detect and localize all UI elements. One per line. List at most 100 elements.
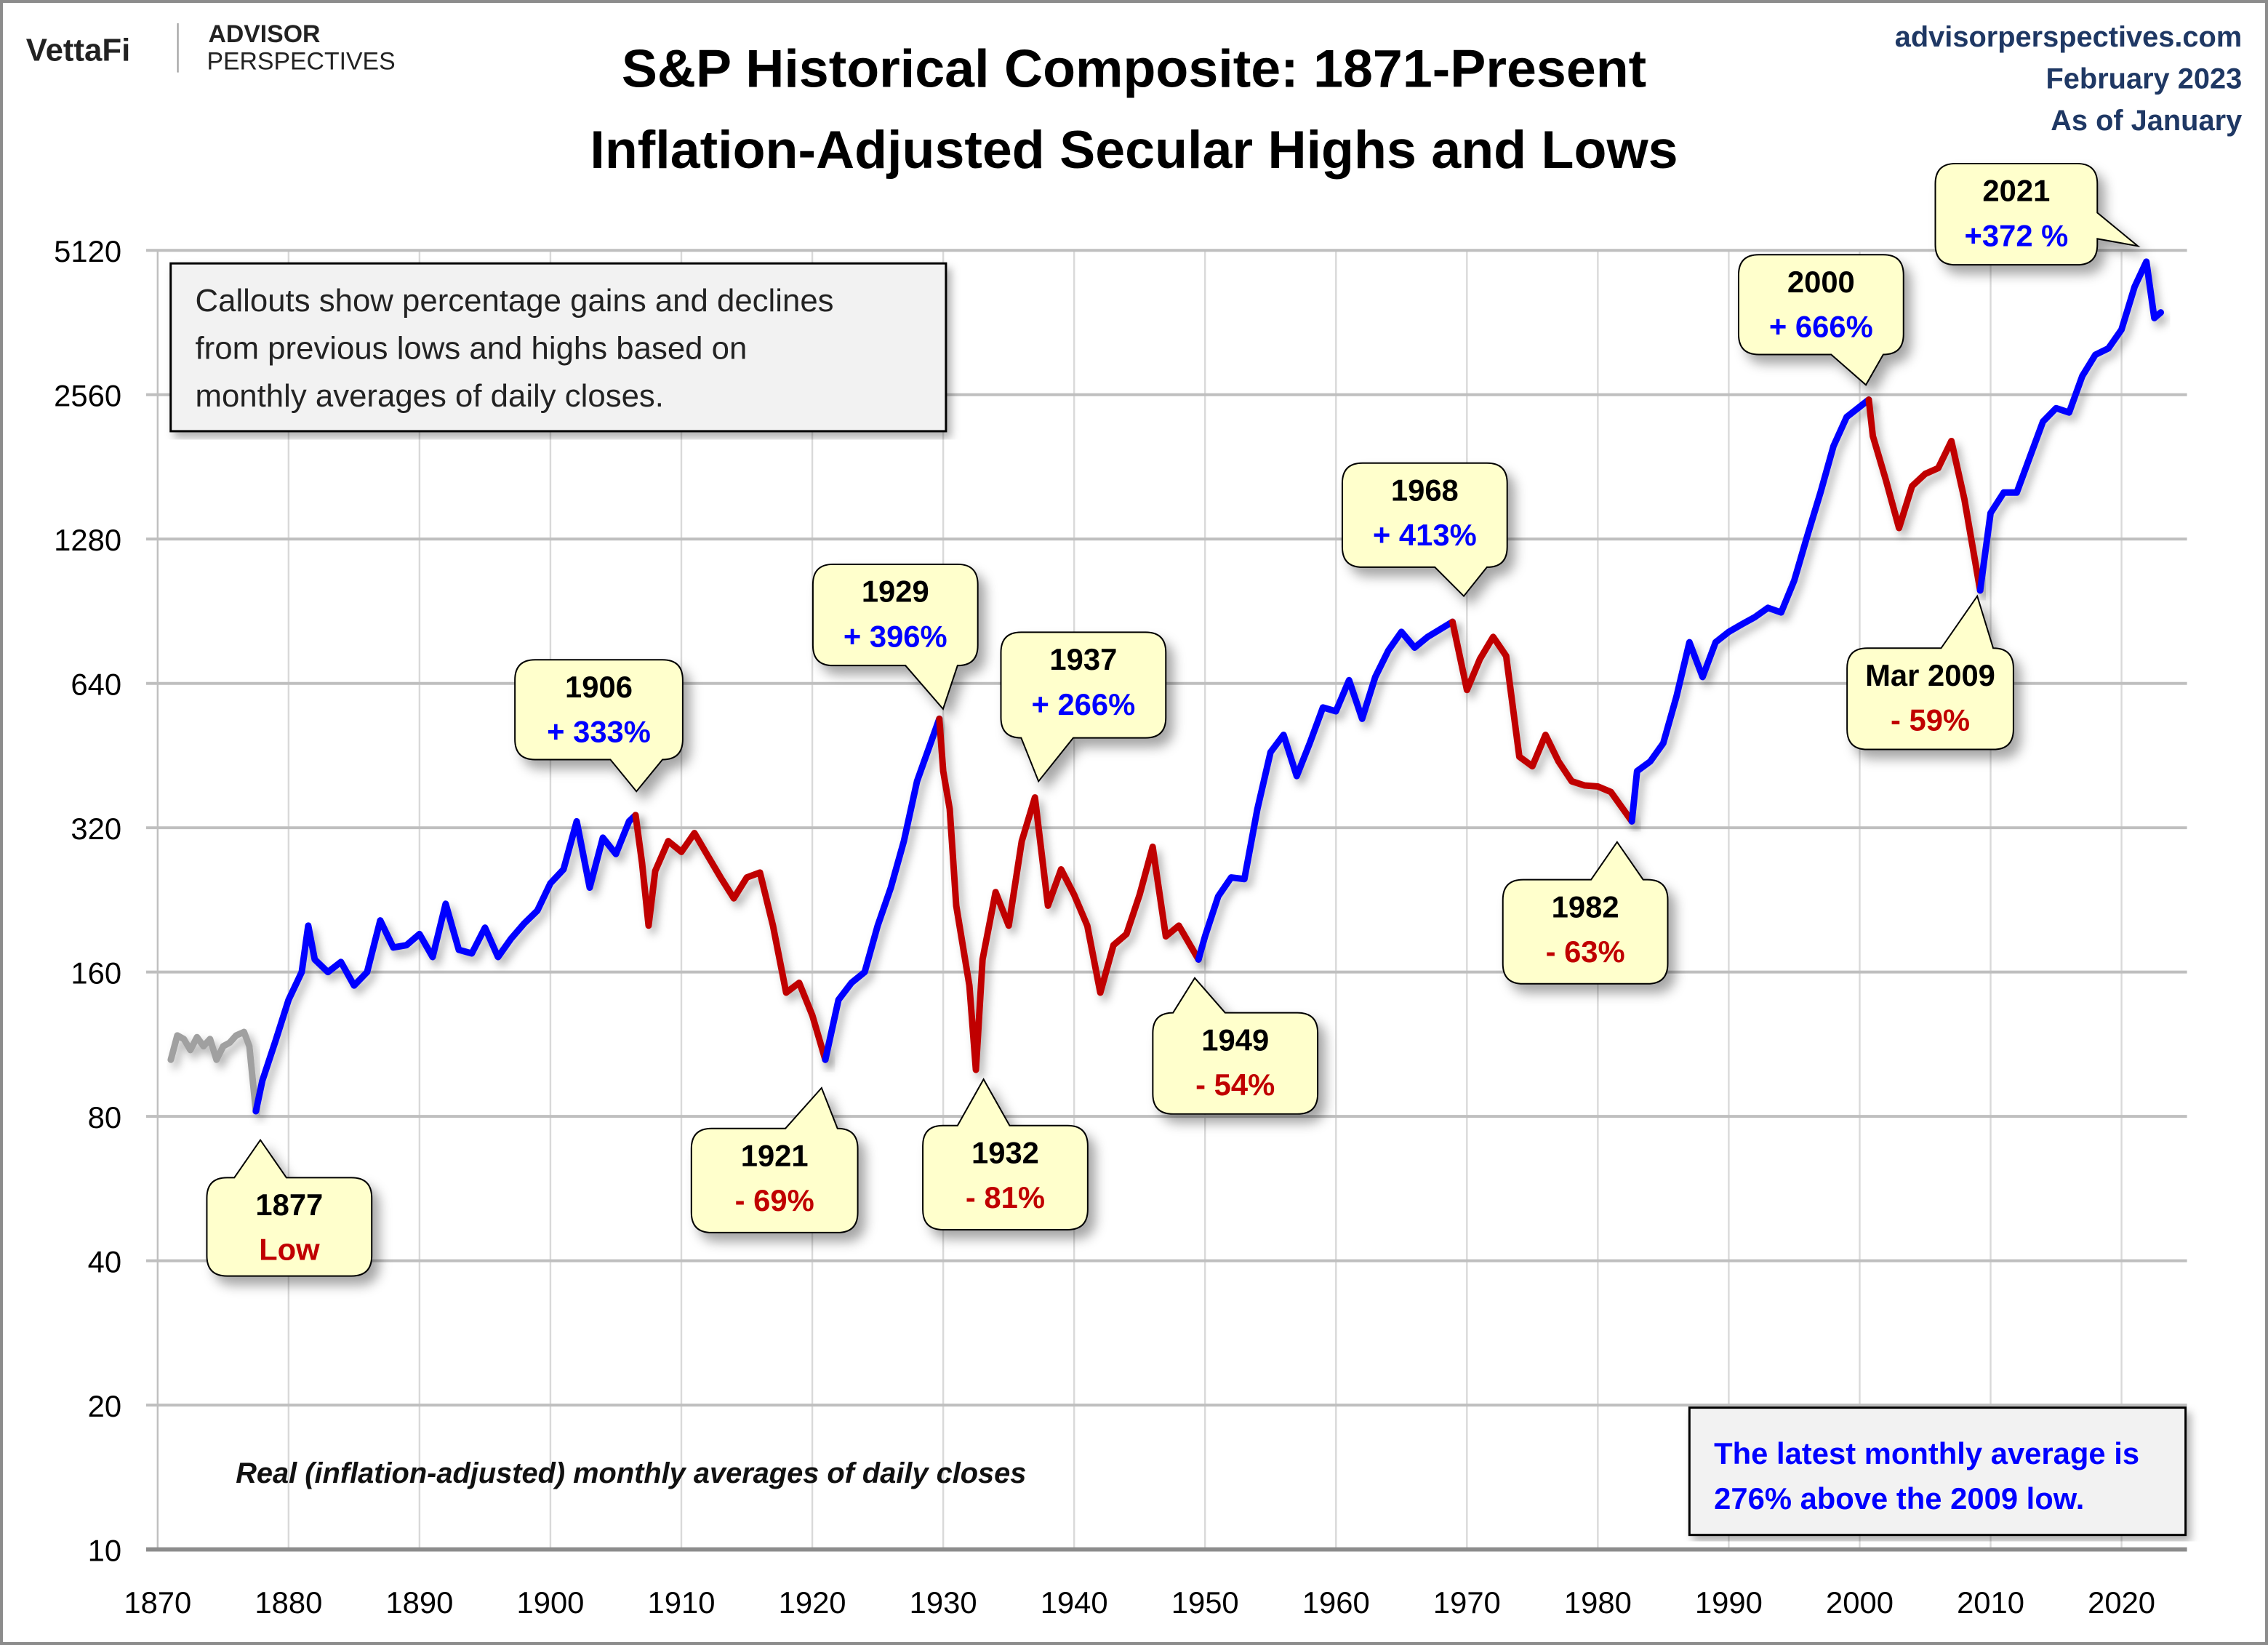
x-tick-label: 1980	[1564, 1585, 1632, 1620]
callout-value: + 266%	[1031, 687, 1135, 721]
y-tick-label: 20	[88, 1389, 121, 1423]
callout-bubble	[1000, 631, 1167, 783]
callout-bubble	[922, 1078, 1089, 1230]
y-tick-label: 10	[88, 1533, 121, 1567]
callout-bubble	[690, 1086, 859, 1233]
latest-line: The latest monthly average is	[1714, 1436, 2139, 1470]
series-segment-down	[632, 812, 829, 1063]
note-line: Callouts show percentage gains and decli…	[196, 283, 834, 319]
series-segment-up	[1628, 396, 1872, 825]
y-tick-label: 640	[71, 668, 121, 702]
callout-1921: 1921 - 69%	[690, 1086, 859, 1233]
callout-value: - 81%	[966, 1180, 1045, 1214]
callout-label: 2021	[1982, 174, 2050, 208]
y-tick-label: 1280	[54, 523, 121, 557]
latest-box: The latest monthly average is 276% above…	[1688, 1406, 2187, 1537]
callout-label: 1982	[1552, 889, 1619, 924]
callout-bubble	[1846, 594, 2014, 751]
x-tick-label: 1900	[517, 1585, 585, 1620]
x-tick-label: 1970	[1433, 1585, 1501, 1620]
x-tick-label: 1870	[124, 1585, 191, 1620]
latest-line: 276% above the 2009 low.	[1714, 1481, 2084, 1516]
logo: VettaFi ADVISOR PERSPECTIVES	[26, 20, 396, 76]
callout-label: 1929	[862, 575, 929, 609]
callout-value: +372 %	[1964, 218, 2068, 252]
x-tick-label: 1920	[779, 1585, 846, 1620]
x-tick-label: 1930	[910, 1585, 977, 1620]
note-line: from previous lows and highs based on	[196, 330, 748, 366]
callout-bubble	[1152, 977, 1319, 1115]
callout-value: + 333%	[547, 715, 651, 749]
series-segment-up	[252, 812, 639, 1115]
callout-1949: 1949 - 54%	[1152, 977, 1319, 1115]
callout-bubble	[1341, 462, 1508, 598]
callout-bubble	[1737, 254, 1904, 386]
tick-labels: 10 20 40 80 160 320 640 1280 2560 5120 1870 1880 189…	[54, 234, 2155, 1620]
callout-label: 1968	[1391, 473, 1459, 507]
callout-1929: 1929 + 396%	[812, 563, 979, 711]
callout-bubble	[812, 563, 979, 711]
x-tick-label: 1890	[385, 1585, 453, 1620]
note-line: monthly averages of daily closes.	[196, 378, 664, 414]
callout-mar-2009: Mar 2009 - 59%	[1846, 594, 2014, 751]
x-tick-label: 2010	[1957, 1585, 2024, 1620]
callout-value: + 413%	[1373, 518, 1477, 552]
callout-value: - 63%	[1546, 934, 1625, 969]
y-tick-label: 80	[88, 1100, 121, 1134]
series-segment-up	[1195, 618, 1456, 963]
callout-value: + 666%	[1769, 310, 1873, 344]
callout-bubble	[206, 1138, 373, 1277]
x-tick-label: 1940	[1041, 1585, 1108, 1620]
callout-bubble	[1502, 841, 1669, 985]
x-tick-label: 1880	[255, 1585, 322, 1620]
series-segment-pre	[167, 1028, 260, 1115]
series-segment-down	[1865, 396, 1984, 594]
callout-1982: 1982 - 63%	[1502, 841, 1669, 985]
footnote: Real (inflation-adjusted) monthly averag…	[236, 1457, 1026, 1489]
x-tick-label: 1950	[1171, 1585, 1239, 1620]
callout-label: 2000	[1787, 265, 1855, 299]
callout-label: Mar 2009	[1865, 658, 1995, 692]
series-segment-up	[1976, 258, 2165, 594]
callout-1906: 1906 + 333%	[514, 659, 684, 793]
x-tick-label: 1960	[1302, 1585, 1370, 1620]
callout-label: 1932	[971, 1135, 1039, 1169]
gridlines	[145, 249, 2187, 1552]
y-tick-label: 160	[71, 956, 121, 990]
callout-value: Low	[259, 1233, 320, 1267]
callout-1968: 1968 + 413%	[1341, 462, 1508, 598]
series-segment-up	[822, 715, 943, 1063]
y-tick-label: 5120	[54, 234, 121, 268]
source-date: February 2023	[2046, 63, 2243, 95]
callout-label: 1906	[565, 670, 633, 704]
callout-2021: 2021 +372 %	[1934, 162, 2141, 266]
series-segment-down	[1449, 618, 1635, 825]
callout-value: - 54%	[1195, 1068, 1275, 1102]
callout-1877: 1877 Low	[206, 1138, 373, 1277]
x-tick-label: 1990	[1695, 1585, 1763, 1620]
callout-1932: 1932 - 81%	[922, 1078, 1089, 1230]
x-tick-label: 2020	[2088, 1585, 2155, 1620]
chart-title: S&P Historical Composite: 1871-Present	[622, 39, 1646, 99]
y-tick-label: 320	[71, 812, 121, 846]
callout-1937: 1937 + 266%	[1000, 631, 1167, 783]
callout-bubble	[514, 659, 684, 793]
callout-bubble	[1934, 162, 2141, 266]
series-segment-down	[936, 715, 1202, 1073]
logo-advisor: ADVISOR	[208, 20, 320, 48]
callout-value: - 69%	[735, 1183, 814, 1217]
callout-label: 1921	[741, 1138, 809, 1172]
callout-label: 1937	[1049, 642, 1117, 676]
source-asof: As of January	[2051, 105, 2242, 137]
chart-subtitle: Inflation-Adjusted Secular Highs and Low…	[590, 119, 1678, 180]
logo-perspectives: PERSPECTIVES	[207, 48, 395, 76]
callout-value: + 396%	[844, 619, 947, 653]
callout-note-box: Callouts show percentage gains and decli…	[169, 262, 947, 433]
x-tick-label: 2000	[1826, 1585, 1894, 1620]
price-series	[167, 258, 2165, 1115]
callout-label: 1949	[1201, 1022, 1269, 1057]
callout-2000: 2000 + 666%	[1737, 254, 1904, 386]
